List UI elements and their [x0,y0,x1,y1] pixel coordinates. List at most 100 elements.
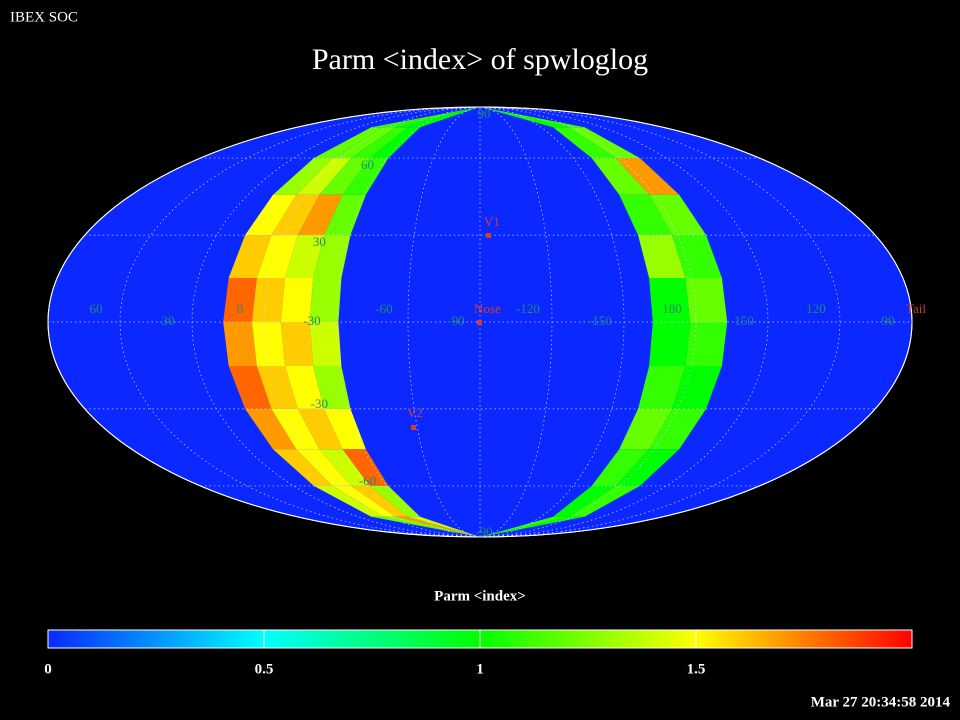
map-cell [319,158,370,195]
map-cell [351,485,408,517]
map-cell [285,366,325,409]
map-cell [649,277,690,322]
marker-label: Nose [474,301,501,316]
map-cell [615,158,680,195]
map-cell [649,322,690,367]
map-cell [313,235,351,278]
map-cell [371,516,480,537]
longitude-label: -30 [303,313,320,328]
map-cell [351,127,408,159]
marker-label: V1 [484,214,500,229]
longitude-label: 180 [662,301,682,316]
latitude-label: 60 [361,157,374,172]
map-cell [280,277,314,322]
map-cell [228,235,272,278]
map-cell [672,235,722,278]
map-cell [324,408,366,450]
map-cell [638,235,686,278]
longitude-label: 90 [882,313,895,328]
map-cell [395,516,480,537]
map-cell [553,127,616,159]
map-cell [245,194,297,236]
marker [411,425,416,430]
map-cell [672,366,722,409]
map-cell [228,366,272,409]
map-cell [309,277,342,322]
map-cell [615,449,680,486]
marker [486,233,491,238]
map-cell [383,107,480,128]
latitude-label: -90 [475,524,492,539]
map-cell [256,235,298,278]
map-cell [313,127,384,159]
marker-label: Tail [906,301,926,316]
longitude-label: 150 [734,313,754,328]
map-cell [480,516,585,537]
map-cell [309,322,342,367]
map-cell [591,158,650,195]
map-cell [332,485,396,517]
map-cell [568,485,640,517]
map-cell [280,322,314,367]
longitude-label: 30 [162,313,175,328]
map-cell [297,408,343,450]
map-cell [273,158,333,195]
map-cell [319,449,370,486]
map-cell [332,127,396,159]
map-cell [553,485,616,517]
marker [477,320,482,325]
colorbar-ticks: 0 0.5 1 1.5 [44,630,705,677]
colorbar-tick-label: 0.5 [255,661,274,677]
title: Parm <index> of spwloglog [312,43,648,76]
map-cell [271,194,320,236]
map-cell [245,408,297,450]
map-cell [591,449,650,486]
map-cell [223,322,257,367]
map-cell [395,107,480,128]
map-cell [649,194,707,236]
longitude-label: -60 [375,301,392,316]
map-cell [383,516,480,537]
latitude-label: 30 [313,234,326,249]
longitude-label: 120 [806,301,826,316]
map-cell [285,235,325,278]
longitude-label: -150 [588,313,612,328]
map-cell [407,107,480,128]
map-cell [271,408,320,450]
map-cell [371,107,480,128]
map-cell [685,277,728,322]
latitude-label: -60 [359,473,376,488]
map-cell [252,322,286,367]
map-cell [342,158,389,195]
sky-outline [47,106,913,538]
latitude-label: 90 [478,106,491,121]
map-cell [256,366,298,409]
map-cell [296,449,352,486]
longitude-label: 0 [237,301,244,316]
map-cell [297,194,343,236]
timestamp: Mar 27 20:34:58 2014 [811,694,951,710]
map-cell [685,322,728,367]
overlay: V1 Nose V2 Tail [407,214,926,430]
map-cell [324,194,366,236]
latitude-label: -30 [311,396,328,411]
map-cell [407,516,480,537]
map-cell [342,449,389,486]
map-cell [369,127,421,159]
longitude-label: -120 [516,301,540,316]
map-cell [296,158,352,195]
map-cell [313,485,384,517]
marker-label: V2 [407,405,423,420]
map-cell [369,485,421,517]
map-cell [649,408,707,450]
map-cell [480,107,585,128]
map-cell [313,366,351,409]
longitude-label: 60 [90,301,103,316]
colorbar-label: Parm <index> [434,588,526,604]
longitude-label: -90 [447,313,464,328]
map-cell [252,277,286,322]
colorbar-tick-label: 1 [476,661,484,677]
map-cell [273,449,333,486]
colorbar-tick-label: 0 [44,661,52,677]
